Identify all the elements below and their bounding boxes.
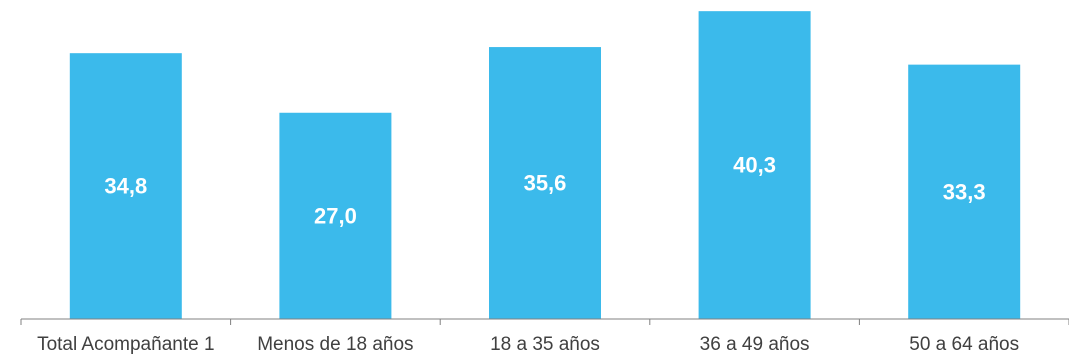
bar-value-label: 35,6 xyxy=(524,171,567,196)
bar xyxy=(279,112,392,319)
bar-value-label: 27,0 xyxy=(314,203,357,228)
category-labels-group: Total Acompañante 1 Menos de 18 años 18 a … xyxy=(37,334,1019,355)
x-axis-ticks xyxy=(20,319,1069,325)
category-label: 36 a 49 años xyxy=(700,334,810,355)
value-labels-group: 34,8 27,0 35,6 40,3 33,3 xyxy=(104,153,985,229)
bars-group xyxy=(69,11,1021,320)
bar xyxy=(69,53,182,319)
bar-value-label: 34,8 xyxy=(104,174,147,199)
bar xyxy=(698,11,811,320)
bar-value-label: 40,3 xyxy=(733,153,776,178)
bar xyxy=(908,64,1021,320)
category-label: 18 a 35 años xyxy=(490,334,600,355)
bar-value-label: 33,3 xyxy=(943,179,986,204)
category-label: Menos de 18 años xyxy=(257,334,413,355)
category-label: Total Acompañante 1 xyxy=(37,334,214,355)
category-label: 50 a 64 años xyxy=(909,334,1019,355)
bar xyxy=(489,47,601,319)
